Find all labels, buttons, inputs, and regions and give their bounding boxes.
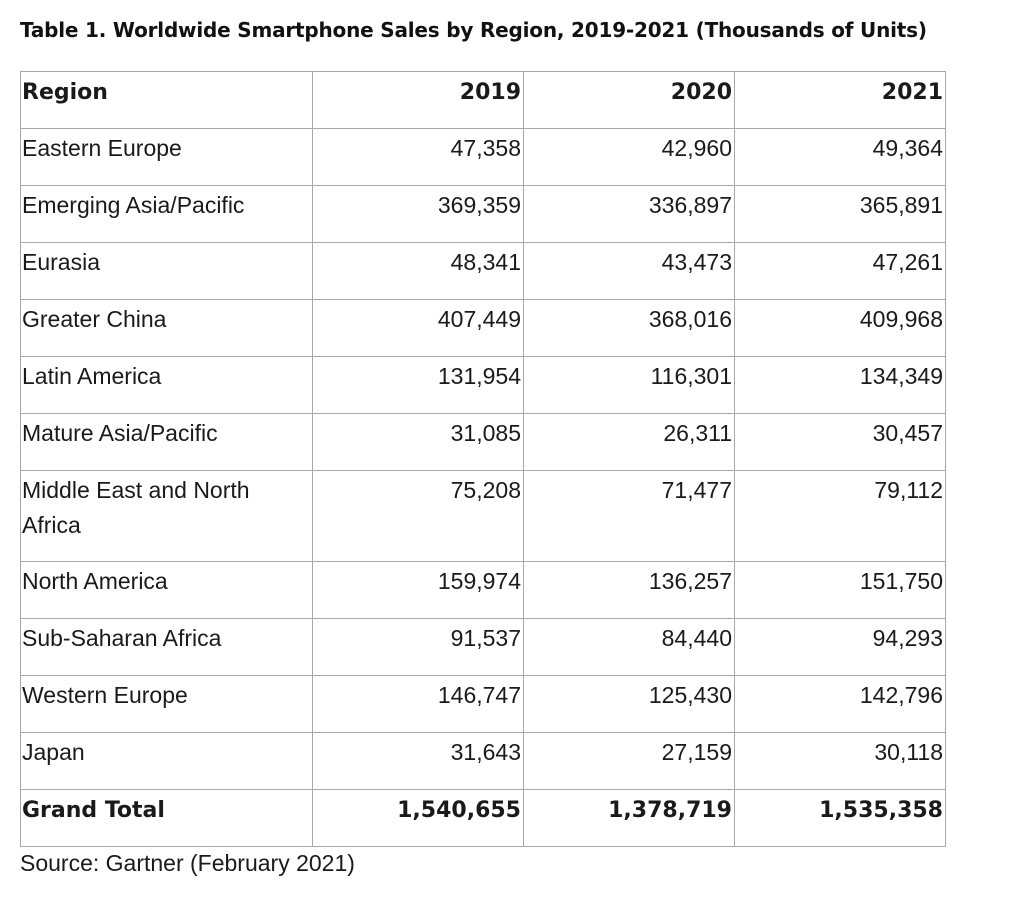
table-row: Latin America 131,954 116,301 134,349: [20, 356, 946, 414]
region-cell: Eurasia: [20, 242, 313, 300]
column-header-2021: 2021: [734, 71, 946, 129]
value-2019-cell: 91,537: [312, 618, 524, 676]
value-2021-cell: 30,118: [734, 732, 946, 790]
value-2019-cell: 369,359: [312, 185, 524, 243]
value-2020-cell: 42,960: [523, 128, 735, 186]
column-header-2020: 2020: [523, 71, 735, 129]
value-2021-cell: 30,457: [734, 413, 946, 471]
value-2019-cell: 31,085: [312, 413, 524, 471]
grand-total-2019: 1,540,655: [312, 789, 524, 847]
table-row: Emerging Asia/Pacific 369,359 336,897 36…: [20, 185, 946, 243]
region-cell: Sub-Saharan Africa: [20, 618, 313, 676]
value-2019-cell: 146,747: [312, 675, 524, 733]
grand-total-row: Grand Total 1,540,655 1,378,719 1,535,35…: [20, 789, 946, 847]
value-2020-cell: 116,301: [523, 356, 735, 414]
column-header-region: Region: [20, 71, 313, 129]
region-cell: Mature Asia/Pacific: [20, 413, 313, 471]
grand-total-label: Grand Total: [20, 789, 313, 847]
value-2020-cell: 136,257: [523, 561, 735, 619]
value-2020-cell: 368,016: [523, 299, 735, 357]
table-row: Middle East and North Africa 75,208 71,4…: [20, 470, 946, 562]
region-cell: Greater China: [20, 299, 313, 357]
value-2021-cell: 49,364: [734, 128, 946, 186]
grand-total-2021: 1,535,358: [734, 789, 946, 847]
table-title: Table 1. Worldwide Smartphone Sales by R…: [20, 18, 927, 42]
value-2020-cell: 336,897: [523, 185, 735, 243]
region-cell: Eastern Europe: [20, 128, 313, 186]
value-2020-cell: 26,311: [523, 413, 735, 471]
region-cell: Latin America: [20, 356, 313, 414]
value-2021-cell: 409,968: [734, 299, 946, 357]
value-2020-cell: 71,477: [523, 470, 735, 562]
table-row: Japan 31,643 27,159 30,118: [20, 732, 946, 790]
region-cell: Middle East and North Africa: [20, 470, 313, 562]
value-2019-cell: 131,954: [312, 356, 524, 414]
value-2020-cell: 125,430: [523, 675, 735, 733]
value-2019-cell: 48,341: [312, 242, 524, 300]
table-row: Eastern Europe 47,358 42,960 49,364: [20, 128, 946, 186]
value-2020-cell: 43,473: [523, 242, 735, 300]
grand-total-2020: 1,378,719: [523, 789, 735, 847]
table-row: Mature Asia/Pacific 31,085 26,311 30,457: [20, 413, 946, 471]
value-2019-cell: 407,449: [312, 299, 524, 357]
value-2021-cell: 79,112: [734, 470, 946, 562]
sales-table: Region 2019 2020 2021 Eastern Europe 47,…: [20, 71, 946, 847]
value-2019-cell: 159,974: [312, 561, 524, 619]
table-row: Greater China 407,449 368,016 409,968: [20, 299, 946, 357]
value-2019-cell: 47,358: [312, 128, 524, 186]
table-row: Western Europe 146,747 125,430 142,796: [20, 675, 946, 733]
table-row: Eurasia 48,341 43,473 47,261: [20, 242, 946, 300]
table-header-row: Region 2019 2020 2021: [20, 71, 946, 129]
region-cell: Emerging Asia/Pacific: [20, 185, 313, 243]
value-2019-cell: 31,643: [312, 732, 524, 790]
value-2021-cell: 134,349: [734, 356, 946, 414]
region-cell: North America: [20, 561, 313, 619]
value-2021-cell: 94,293: [734, 618, 946, 676]
value-2020-cell: 84,440: [523, 618, 735, 676]
value-2021-cell: 47,261: [734, 242, 946, 300]
region-cell: Western Europe: [20, 675, 313, 733]
table-row: North America 159,974 136,257 151,750: [20, 561, 946, 619]
value-2019-cell: 75,208: [312, 470, 524, 562]
value-2020-cell: 27,159: [523, 732, 735, 790]
value-2021-cell: 151,750: [734, 561, 946, 619]
value-2021-cell: 365,891: [734, 185, 946, 243]
column-header-2019: 2019: [312, 71, 524, 129]
table-row: Sub-Saharan Africa 91,537 84,440 94,293: [20, 618, 946, 676]
value-2021-cell: 142,796: [734, 675, 946, 733]
region-cell: Japan: [20, 732, 313, 790]
source-note: Source: Gartner (February 2021): [20, 850, 355, 876]
